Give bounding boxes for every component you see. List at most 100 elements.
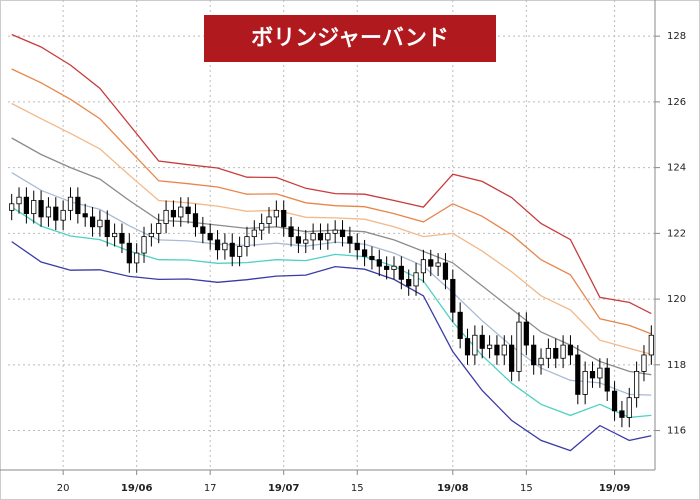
x-tick-label: 20 — [57, 483, 70, 494]
candle-body — [9, 203, 15, 211]
candle-body — [582, 370, 588, 395]
candle-body — [45, 206, 52, 218]
band-line — [11, 68, 652, 335]
candle-body — [545, 347, 551, 359]
title-box — [204, 15, 496, 62]
candle-body — [259, 223, 265, 231]
candle-body — [450, 278, 456, 313]
candle-body — [303, 239, 309, 244]
candle-body — [185, 206, 191, 215]
x-tick-label: 19/07 — [268, 483, 300, 494]
x-tick-label: 15 — [520, 483, 533, 494]
candle-body — [567, 344, 574, 356]
candle-body — [516, 321, 522, 372]
candle-body — [60, 209, 66, 221]
y-tick-label: 116 — [667, 426, 686, 437]
candle-body — [457, 311, 463, 339]
candle-body — [89, 216, 96, 228]
candle-body — [192, 213, 199, 228]
candle-body — [295, 236, 302, 244]
candle-body — [435, 262, 441, 267]
candle-body — [428, 259, 434, 267]
candle-body — [82, 213, 88, 218]
candle-body — [16, 196, 22, 205]
candle-body — [575, 354, 581, 395]
x-tick-label: 15 — [351, 483, 364, 494]
candle-body — [281, 209, 287, 228]
candle-body — [648, 334, 654, 356]
candle-body — [339, 229, 346, 238]
candle-body — [369, 255, 375, 261]
candle-body — [413, 272, 419, 287]
candle-body — [288, 226, 294, 238]
candle-body — [38, 200, 44, 218]
chart-title: ボリンジャーバンド — [251, 26, 449, 51]
candle-body — [104, 219, 110, 238]
candle-body — [354, 242, 360, 251]
candle-body — [53, 206, 59, 221]
candle-body — [641, 354, 647, 372]
candle-body — [229, 242, 235, 257]
candle-body — [178, 206, 184, 218]
candle-body — [347, 236, 353, 244]
candle-body — [464, 338, 471, 356]
candle-body — [332, 229, 338, 234]
band-line — [11, 33, 652, 315]
candle-body — [553, 347, 559, 359]
candle-body — [597, 367, 603, 379]
x-tick-label: 17 — [204, 483, 217, 494]
y-tick-label: 126 — [667, 97, 686, 108]
candle-body — [31, 200, 37, 215]
candle-body — [589, 370, 596, 379]
band-line — [11, 206, 652, 419]
candle-body — [119, 232, 125, 244]
candle-body — [200, 226, 206, 234]
candle-body — [317, 232, 324, 241]
candle-body — [126, 242, 132, 264]
candle-body — [604, 367, 610, 392]
candle-body — [266, 216, 272, 224]
band-line — [11, 102, 652, 355]
candle-body — [251, 229, 257, 238]
axes: 116 118 120 122 124 126 128 20 19/06 17 19/07 15 19/… — [57, 31, 686, 494]
candle-body — [141, 236, 147, 254]
candle-body — [156, 223, 162, 234]
y-tick-label: 120 — [667, 294, 686, 305]
candle-body — [163, 209, 169, 224]
candle-body — [619, 410, 625, 418]
candle-body — [509, 344, 515, 372]
y-tick-label: 118 — [667, 360, 686, 371]
candle-body — [376, 259, 382, 267]
candle-body — [67, 196, 74, 211]
candle-body — [222, 242, 228, 251]
candle-body — [310, 232, 316, 241]
candle-body — [486, 344, 493, 349]
y-tick-label: 128 — [667, 31, 686, 42]
candle-body — [420, 259, 427, 274]
candle-body — [634, 370, 640, 399]
candle-body — [244, 236, 250, 247]
y-tick-label: 124 — [667, 163, 686, 174]
candle-body — [501, 344, 507, 356]
candle-body — [134, 252, 140, 264]
band-line — [11, 241, 652, 452]
candle-body — [325, 232, 331, 241]
candle-body — [97, 219, 103, 228]
candle-body — [273, 209, 279, 218]
y-tick-label: 122 — [667, 228, 686, 239]
candle-body — [391, 265, 397, 270]
candle-body — [611, 390, 618, 412]
candle-body — [384, 265, 390, 270]
candle-body — [523, 321, 529, 346]
candle-body — [538, 357, 544, 366]
candles — [9, 187, 654, 428]
x-tick-label: 19/09 — [599, 483, 631, 494]
x-tick-label: 19/08 — [437, 483, 469, 494]
candle-body — [148, 232, 154, 238]
candle-body — [531, 344, 537, 366]
candle-body — [406, 278, 412, 287]
candle-body — [23, 196, 29, 215]
candle-body — [560, 344, 566, 359]
candle-body — [236, 246, 243, 257]
